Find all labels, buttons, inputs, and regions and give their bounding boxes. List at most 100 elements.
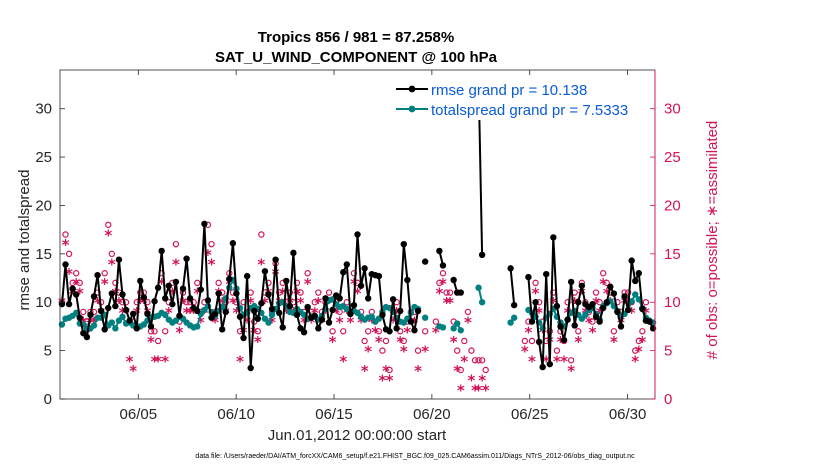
obs-assimilated-point: * [403,323,411,341]
rmse-point [578,282,586,289]
spread-point [421,314,429,321]
obs-possible-point [101,270,108,277]
obs-possible-point [468,347,475,354]
obs-assimilated-point: * [297,294,305,312]
obs-assimilated-point: * [361,362,369,380]
obs-assimilated-point: * [293,285,301,303]
rmse-point [397,307,404,315]
obs-possible-point [62,231,69,238]
rmse-point [233,290,240,297]
obs-possible-point [364,328,372,335]
obs-assimilated-point: * [300,314,308,332]
rmse-point [261,268,269,275]
rmse-point [115,256,123,263]
obs-possible-point [589,318,596,325]
obs-possible-point [592,289,600,296]
rmse-point [539,363,546,371]
obs-assimilated-point: * [560,352,568,370]
obs-possible-point [400,337,407,345]
rmse-point [126,317,133,324]
obs-possible-point [457,366,464,374]
rmse-point [122,306,130,314]
obs-possible-point [624,289,632,296]
obs-assimilated-point: * [204,246,212,264]
rmse-point [564,316,571,323]
rmse-point [532,299,539,306]
obs-assimilated-point: * [154,352,162,370]
rmse-point [340,269,347,276]
obs-assimilated-point: * [482,381,490,399]
obs-possible-point [183,299,190,306]
obs-assimilated-point: * [208,256,216,274]
obs-assimilated-point: * [211,314,219,332]
obs-assimilated-point: * [439,275,447,293]
rmse-point [364,295,372,302]
rmse-point [151,298,158,305]
obs-assimilated-point: * [371,323,379,341]
obs-assimilated-point: * [115,294,123,312]
obs-possible-point [414,347,422,354]
x-tick-label: 06/10 [217,406,255,423]
obs-possible-point [76,279,83,287]
obs-assimilated-point: * [329,333,337,351]
rmse-point [621,293,628,300]
rmse-point [607,283,614,290]
rmse-point [553,302,561,310]
rmse-point [76,314,83,321]
rmse-point [375,272,383,280]
obs-assimilated-point: * [65,265,73,283]
rmse-point [129,310,137,318]
obs-possible-point [215,279,222,287]
x-tick-label: 06/20 [413,406,451,423]
obs-assimilated-point: * [638,333,646,351]
obs-assimilated-point: * [396,333,404,351]
obs-assimilated-point: * [101,275,109,293]
spread-point [90,322,98,329]
rmse-point [211,310,219,318]
rmse-point [343,261,351,268]
rmse-point [439,262,447,269]
obs-possible-point [350,270,358,277]
obs-possible-point [443,289,450,296]
obs-assimilated-point: * [585,314,593,332]
obs-assimilated-point: * [443,294,451,312]
y-tick-label-left: 5 [44,343,52,360]
obs-possible-point [635,337,642,345]
rmse-point [550,234,557,241]
obs-assimilated-point: * [279,285,287,303]
rmse-point [575,299,582,306]
obs-possible-point [446,289,454,296]
obs-possible-point [275,289,283,296]
rmse-point [83,333,91,341]
obs-assimilated-point: * [610,333,618,351]
obs-assimilated-point: * [571,294,579,312]
rmse-point [589,300,596,308]
obs-assimilated-point: * [176,323,184,341]
rmse-point [400,240,407,248]
obs-assimilated-point: * [133,304,141,322]
rmse-point [90,293,98,300]
rmse-point [357,282,365,289]
obs-assimilated-point: * [76,285,84,303]
spread-point [628,298,635,305]
obs-possible-point [65,250,73,258]
rmse-point [617,323,625,330]
obs-assimilated-point: * [197,314,205,332]
rmse-point [279,324,286,331]
obs-possible-point [311,299,318,306]
rmse-point [393,325,400,332]
obs-assimilated-point: * [389,314,397,332]
obs-assimilated-point: * [411,314,419,332]
obs-possible-point [154,337,162,345]
obs-assimilated-point: * [314,294,322,312]
rmse-point [592,313,600,320]
obs-assimilated-point: * [193,285,201,303]
obs-assimilated-point: * [574,333,582,351]
rmse-point [105,304,112,312]
rmse-point [599,304,607,312]
obs-assimilated-point: * [304,275,312,293]
obs-possible-point [642,299,650,306]
obs-assimilated-point: * [386,372,394,390]
rmse-point [411,327,418,334]
